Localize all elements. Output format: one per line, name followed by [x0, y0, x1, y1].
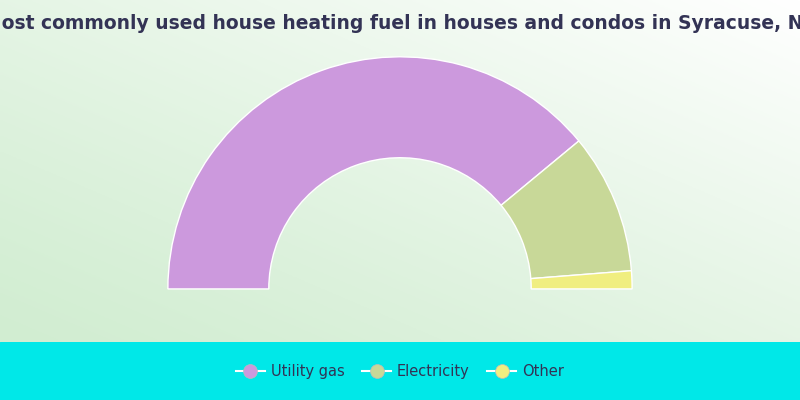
Text: Most commonly used house heating fuel in houses and condos in Syracuse, NE: Most commonly used house heating fuel in… [0, 14, 800, 33]
Wedge shape [501, 141, 631, 279]
Legend: Utility gas, Electricity, Other: Utility gas, Electricity, Other [230, 358, 570, 385]
Wedge shape [530, 271, 632, 289]
Bar [0, 342, 800, 400]
Wedge shape [168, 57, 579, 289]
